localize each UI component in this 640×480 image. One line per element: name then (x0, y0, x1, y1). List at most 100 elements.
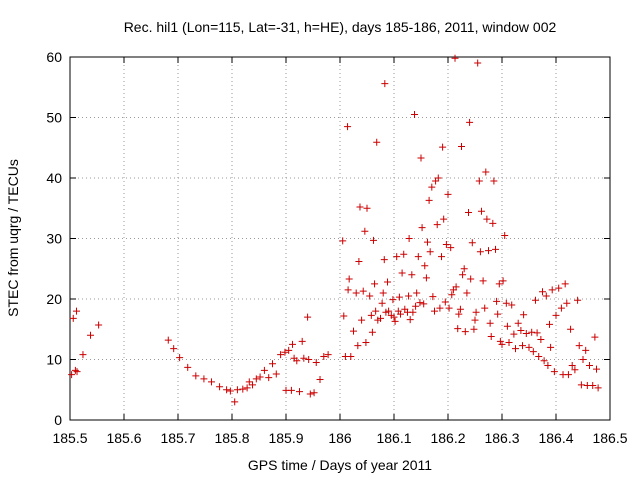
data-point (324, 351, 332, 359)
data-point (502, 299, 510, 307)
data-point (358, 316, 366, 324)
data-point (72, 307, 80, 315)
data-point (445, 304, 453, 312)
data-point (239, 385, 247, 393)
data-point (391, 317, 399, 325)
axis-ticks (69, 56, 611, 421)
data-points (68, 54, 602, 406)
data-point (170, 345, 178, 353)
data-point (503, 322, 511, 330)
data-point (514, 319, 522, 327)
data-point (495, 280, 503, 288)
data-point (347, 352, 355, 360)
data-point (68, 371, 76, 379)
data-point (423, 238, 431, 246)
x-tick-label: 185.6 (106, 430, 141, 446)
x-axis-tick-labels: 185.5 185.6 185.7 185.8 185.9 186 186.1 186.2 18… (52, 430, 627, 446)
data-point (498, 340, 506, 348)
data-point (537, 336, 545, 344)
data-point (582, 346, 590, 354)
data-point (486, 319, 494, 327)
data-point (455, 310, 463, 318)
data-point (465, 208, 473, 216)
data-point (304, 313, 312, 321)
data-point (475, 177, 483, 185)
data-point (568, 362, 576, 370)
data-point (340, 312, 348, 320)
data-point (522, 329, 530, 337)
x-tick-label: 185.7 (160, 430, 195, 446)
data-point (448, 291, 456, 299)
data-point (508, 301, 516, 309)
data-point (444, 190, 452, 198)
y-tick-label: 40 (46, 170, 62, 186)
data-point (361, 227, 369, 235)
data-point (207, 378, 215, 386)
data-point (296, 388, 303, 396)
data-point (428, 183, 436, 191)
data-point (471, 316, 479, 324)
x-tick-label: 186.4 (538, 430, 573, 446)
grid-lines (70, 57, 610, 420)
data-point (472, 308, 480, 316)
data-point (496, 337, 504, 345)
data-point (223, 386, 231, 394)
data-point (245, 378, 253, 386)
data-point (164, 336, 172, 344)
data-point (557, 304, 565, 312)
data-point (487, 333, 495, 341)
data-point (380, 256, 388, 264)
data-point (312, 359, 320, 367)
data-point (379, 289, 387, 297)
data-point (477, 207, 485, 215)
data-point (528, 328, 536, 336)
y-tick-label: 50 (46, 110, 62, 126)
data-point (505, 339, 513, 347)
x-tick-label: 185.5 (52, 430, 87, 446)
data-point (591, 333, 599, 341)
data-point (454, 325, 462, 333)
data-point (79, 351, 87, 359)
data-point (546, 320, 554, 328)
data-point (525, 343, 533, 351)
y-tick-label: 60 (46, 49, 62, 65)
data-point (436, 304, 444, 312)
data-point (260, 366, 268, 374)
data-point (350, 327, 357, 335)
data-point (564, 371, 572, 379)
data-point (439, 143, 447, 151)
data-point (287, 386, 295, 394)
data-point (512, 345, 519, 353)
data-point (447, 244, 455, 252)
data-point (433, 221, 441, 229)
data-point (192, 372, 200, 380)
x-tick-label: 186 (328, 430, 352, 446)
data-point (594, 384, 602, 392)
data-point (460, 265, 468, 273)
data-point (272, 370, 280, 378)
data-point (501, 231, 509, 239)
data-point (567, 325, 575, 333)
data-point (352, 289, 360, 297)
data-point (420, 300, 428, 308)
data-point (288, 340, 296, 348)
x-tick-label: 186.5 (592, 430, 627, 446)
data-point (372, 307, 380, 315)
data-point (485, 247, 492, 255)
data-point (451, 54, 459, 62)
data-point (431, 307, 438, 315)
data-point (483, 215, 491, 223)
data-point (589, 382, 597, 390)
data-point (413, 289, 421, 297)
data-point (490, 177, 498, 185)
data-point (544, 362, 552, 370)
data-point (339, 237, 347, 245)
data-point (535, 352, 543, 360)
data-point (406, 316, 414, 324)
data-point (426, 248, 434, 256)
data-point (492, 245, 500, 253)
data-point (71, 366, 79, 374)
data-point (320, 352, 328, 360)
data-point (416, 299, 424, 307)
